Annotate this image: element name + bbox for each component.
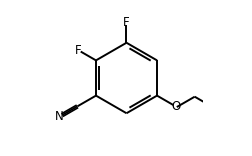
Text: F: F [123,16,129,29]
Text: O: O [171,100,180,113]
Text: N: N [55,110,63,123]
Text: F: F [74,44,81,56]
